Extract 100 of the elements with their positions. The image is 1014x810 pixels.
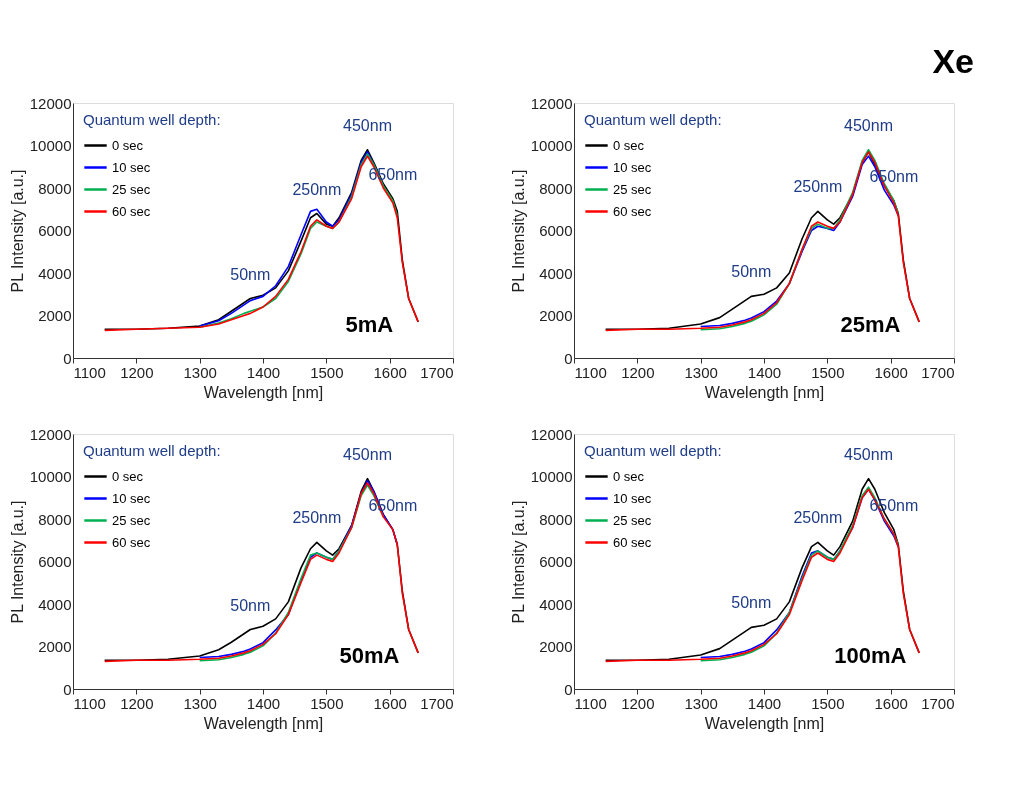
x-tick-label: 1400 <box>747 694 782 712</box>
annotation: 50nm <box>731 263 772 281</box>
legend-label: 0 sec <box>112 468 144 484</box>
y-tick-label: 8000 <box>539 510 573 528</box>
legend-title: Quantum well depth: <box>83 442 221 459</box>
y-tick-label: 10000 <box>530 468 573 485</box>
legend-label: 60 sec <box>112 203 151 219</box>
x-tick-label: 1700 <box>921 363 955 381</box>
x-tick-label: 1400 <box>246 694 281 712</box>
x-tick-label: 1700 <box>921 694 955 712</box>
x-tick-label: 1300 <box>183 694 217 712</box>
text: Xe <box>932 42 974 80</box>
y-tick-label: 6000 <box>38 553 72 570</box>
y-tick-label: 4000 <box>539 264 573 282</box>
legend-label: 60 sec <box>613 203 652 219</box>
x-axis-title: Wavelength [nm] <box>704 383 825 401</box>
y-tick-label: 12000 <box>530 425 573 443</box>
x-tick-label: 1100 <box>73 694 106 712</box>
legend-label: 0 sec <box>613 137 645 153</box>
annotation: 25mA <box>840 311 901 337</box>
x-axis-title: Wavelength [nm] <box>203 383 324 401</box>
annotation: 250nm <box>292 509 342 527</box>
y-tick-label: 6000 <box>539 553 573 570</box>
annotation: 5mA <box>345 311 394 337</box>
y-tick-label: 10000 <box>530 137 573 154</box>
legend-label: 60 sec <box>613 534 652 550</box>
y-tick-label: 4000 <box>539 595 573 613</box>
x-tick-label: 1200 <box>621 363 655 381</box>
annotation: 50nm <box>731 594 772 612</box>
x-tick-label: 1700 <box>420 363 454 381</box>
y-tick-label: 0 <box>63 349 72 367</box>
y-tick-label: 2000 <box>539 638 573 655</box>
x-tick-label: 1200 <box>120 363 154 381</box>
x-tick-label: 1200 <box>621 694 655 712</box>
y-tick-label: 10000 <box>29 468 72 485</box>
legend-label: 10 sec <box>112 159 151 175</box>
annotation: 250nm <box>292 180 342 198</box>
y-tick-label: 12000 <box>530 94 573 112</box>
legend-title: Quantum well depth: <box>584 442 722 459</box>
annotation: 450nm <box>343 116 392 134</box>
x-axis-title: Wavelength [nm] <box>704 714 825 732</box>
y-tick-label: 2000 <box>38 638 72 655</box>
y-tick-label: 0 <box>63 680 72 698</box>
y-tick-label: 12000 <box>29 94 72 112</box>
legend-label: 10 sec <box>613 490 652 506</box>
legend-label: 10 sec <box>112 490 151 506</box>
annotation: 100mA <box>834 642 907 668</box>
legend-label: 0 sec <box>112 137 144 153</box>
y-tick-label: 6000 <box>38 222 72 239</box>
legend-label: 60 sec <box>112 534 151 550</box>
x-axis-title: Wavelength [nm] <box>203 714 324 732</box>
legend-label: 0 sec <box>613 468 645 484</box>
legend-label: 25 sec <box>613 512 652 528</box>
x-tick-label: 1500 <box>310 363 344 381</box>
x-tick-label: 1200 <box>120 694 154 712</box>
legend-label: 25 sec <box>112 512 151 528</box>
x-tick-label: 1100 <box>73 363 106 381</box>
legend-label: 25 sec <box>613 181 652 197</box>
y-tick-label: 4000 <box>38 264 72 282</box>
legend-title: Quantum well depth: <box>83 111 221 128</box>
annotation: 50nm <box>230 596 271 614</box>
y-axis-title: PL Intensity [a.u.] <box>8 500 26 624</box>
y-tick-label: 4000 <box>38 595 72 613</box>
x-tick-label: 1500 <box>811 363 845 381</box>
x-tick-label: 1300 <box>684 363 718 381</box>
x-tick-label: 1100 <box>574 363 607 381</box>
annotation: 250nm <box>793 509 843 527</box>
annotation: 250nm <box>793 178 843 196</box>
y-tick-label: 8000 <box>539 179 573 197</box>
annotation: 50mA <box>339 642 400 668</box>
y-tick-label: 0 <box>564 680 573 698</box>
y-tick-label: 2000 <box>38 307 72 324</box>
y-tick-label: 8000 <box>38 179 72 197</box>
x-tick-label: 1600 <box>874 363 908 381</box>
legend-title: Quantum well depth: <box>584 111 722 128</box>
x-tick-label: 1700 <box>420 694 454 712</box>
x-tick-label: 1100 <box>574 694 607 712</box>
y-tick-label: 2000 <box>539 307 573 324</box>
x-tick-label: 1600 <box>874 694 908 712</box>
x-tick-label: 1500 <box>811 694 845 712</box>
annotation: 450nm <box>343 445 392 463</box>
x-tick-label: 1600 <box>373 363 407 381</box>
x-tick-label: 1600 <box>373 694 407 712</box>
legend-label: 25 sec <box>112 181 151 197</box>
x-tick-label: 1400 <box>747 363 782 381</box>
y-tick-label: 10000 <box>29 137 72 154</box>
x-tick-label: 1500 <box>310 694 344 712</box>
y-tick-label: 8000 <box>38 510 72 528</box>
y-tick-label: 6000 <box>539 222 573 239</box>
y-axis-title: PL Intensity [a.u.] <box>509 169 527 293</box>
annotation: 50nm <box>230 265 271 283</box>
annotation: 450nm <box>844 116 893 134</box>
y-axis-title: PL Intensity [a.u.] <box>8 169 26 293</box>
y-axis-title: PL Intensity [a.u.] <box>509 500 527 624</box>
x-tick-label: 1300 <box>684 694 718 712</box>
y-tick-label: 12000 <box>29 425 72 443</box>
x-tick-label: 1300 <box>183 363 217 381</box>
y-tick-label: 0 <box>564 349 573 367</box>
legend-label: 10 sec <box>613 159 652 175</box>
annotation: 450nm <box>844 445 893 463</box>
